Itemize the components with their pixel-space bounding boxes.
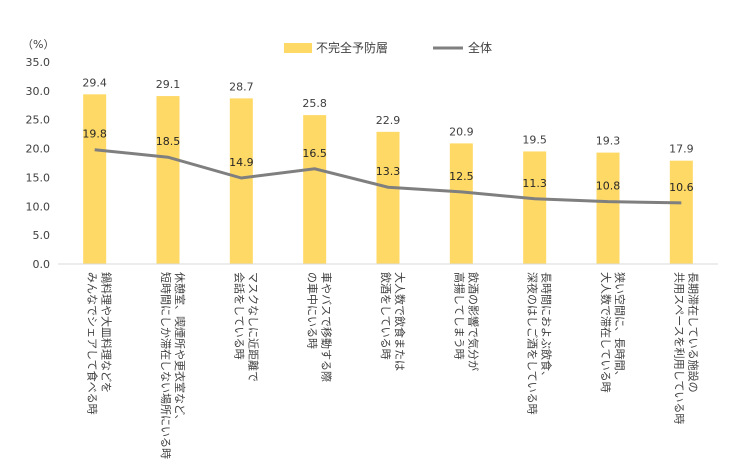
x-tick-label: 長時間におよぶ飲食、深夜のはしご酒をしている時 — [526, 272, 554, 415]
bar-data-label: 28.7 — [229, 80, 254, 93]
line-data-label: 19.8 — [82, 128, 107, 141]
y-tick-label: 30.0 — [26, 85, 51, 98]
bar-data-labels: 29.4 29.1 28.7 25.8 22.9 20.9 19.5 19.3 17.9 — [82, 76, 693, 155]
y-tick-label: 5.0 — [33, 229, 51, 242]
line-data-label: 11.3 — [522, 177, 547, 190]
y-tick-label: 25.0 — [26, 114, 51, 127]
bar-data-label: 20.9 — [449, 125, 474, 138]
x-tick-label: 車やバスで移動する際の車中にいる時 — [306, 272, 334, 382]
bar-data-label: 25.8 — [302, 97, 327, 110]
line-data-label: 16.5 — [302, 147, 327, 160]
legend: 不完全予防層 全体 — [284, 40, 492, 55]
bar-data-label: 29.1 — [156, 78, 181, 91]
y-axis: 0.0 5.0 10.0 15.0 20.0 25.0 30.0 35.0 — [26, 56, 51, 271]
legend-label-bar: 不完全予防層 — [316, 40, 388, 55]
bar — [449, 143, 473, 264]
x-axis-categories: 鍋料理や大皿料理などをみんなでシェアして食べる時 休憩室、喫煙所や更衣室など、短時… — [86, 272, 701, 459]
legend-label-line: 全体 — [468, 40, 492, 55]
bar — [596, 152, 620, 264]
line-data-label: 14.9 — [229, 156, 254, 169]
y-tick-label: 15.0 — [26, 171, 51, 184]
bar-data-label: 17.9 — [669, 143, 694, 156]
x-tick-label: 大人数で飲食または飲酒をしている時 — [379, 272, 407, 371]
x-tick-label: 狭い空間に、長時間、大人数で滞在している時 — [599, 272, 627, 393]
bar-data-label: 19.3 — [596, 135, 621, 148]
bar-series — [83, 94, 693, 265]
bar — [376, 131, 400, 264]
line-data-label: 10.6 — [669, 181, 694, 194]
line-series — [94, 148, 682, 205]
bar — [156, 96, 180, 265]
x-tick-label: 長期滞在している施設の共用スペースを利用している時 — [672, 272, 700, 424]
bar-data-label: 22.9 — [376, 114, 401, 127]
bar — [669, 160, 693, 264]
x-tick-label: マスクなしに近距離で会話をしている時 — [232, 272, 260, 382]
line-data-label: 12.5 — [449, 170, 474, 183]
bar-data-label: 19.5 — [522, 133, 547, 146]
y-tick-label: 20.0 — [26, 143, 51, 156]
line-data-label: 10.8 — [596, 180, 621, 193]
bar-data-label: 29.4 — [82, 76, 107, 89]
line-data-label: 13.3 — [376, 165, 401, 178]
x-tick-label: 鍋料理や大皿料理などをみんなでシェアして食べる時 — [86, 272, 114, 415]
x-tick-label: 休憩室、喫煙所や更衣室など、短時間にしか滞在しない場所にいる時 — [159, 272, 187, 459]
line-data-label: 18.5 — [156, 135, 181, 148]
bar — [229, 98, 253, 264]
bar — [303, 115, 327, 265]
line-data-labels: 19.8 18.5 14.9 16.5 13.3 12.5 11.3 10.8 10.6 — [82, 128, 693, 194]
y-tick-label: 10.0 — [26, 200, 51, 213]
bar — [523, 151, 547, 264]
y-axis-label: （%） — [22, 38, 54, 51]
y-tick-label: 0.0 — [33, 258, 51, 271]
legend-swatch-bar — [284, 43, 312, 53]
bar — [83, 94, 107, 264]
y-tick-label: 35.0 — [26, 56, 51, 69]
x-tick-label: 飲酒の影響で気分が高揚してしまう時 — [452, 272, 480, 371]
